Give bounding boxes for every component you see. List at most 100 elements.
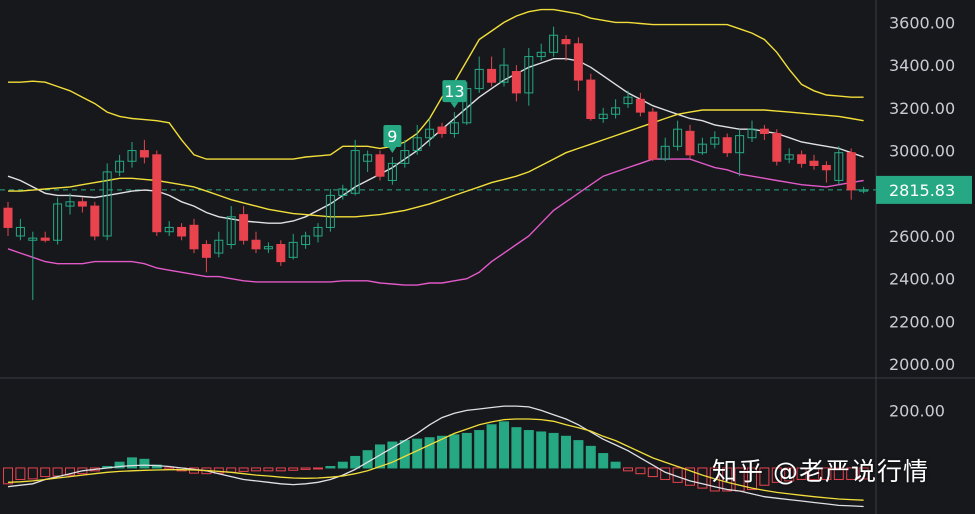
candle	[350, 139, 360, 196]
sequence-marker: 13	[442, 80, 467, 109]
candle-body	[549, 34, 559, 53]
macd-bar	[647, 467, 658, 478]
macd-bar	[833, 467, 844, 480]
price-tick-label: 3600.00	[889, 13, 955, 32]
macd-bar	[585, 445, 596, 469]
candle-body	[425, 128, 435, 139]
macd-bar	[288, 467, 299, 471]
macd-bar	[747, 467, 757, 491]
candle	[598, 107, 608, 123]
candle-body	[759, 128, 769, 134]
price-tick-label: 2600.00	[889, 227, 955, 246]
candle-body	[15, 226, 25, 237]
candle	[115, 154, 125, 177]
candle	[338, 184, 348, 200]
candle-body	[239, 214, 249, 241]
price-tick-label: 2400.00	[889, 270, 955, 289]
macd-bar	[598, 453, 609, 469]
macd-bar	[461, 432, 472, 469]
macd-bar	[784, 467, 795, 482]
candle	[536, 43, 546, 61]
candle-body	[214, 239, 224, 254]
marker-badge	[442, 80, 467, 103]
candle	[276, 240, 286, 266]
series-line-ma-short	[7, 58, 864, 224]
marker-label: 13	[444, 82, 464, 101]
series-line-band-upper	[8, 8, 864, 160]
price-tick-label: 3200.00	[889, 99, 955, 118]
candle	[561, 35, 571, 61]
candle	[710, 131, 720, 149]
candle	[288, 233, 298, 260]
candle	[511, 65, 521, 102]
macd-bar	[697, 467, 708, 489]
candle	[201, 240, 211, 273]
macd-bar	[375, 444, 385, 469]
macd-bar	[437, 435, 447, 469]
series-line-ma-long	[8, 109, 864, 218]
macd-bar	[635, 467, 646, 475]
macd-bar	[238, 467, 249, 472]
candle	[77, 197, 87, 213]
candle	[263, 242, 273, 254]
candle	[797, 150, 807, 168]
macd-bar	[27, 467, 38, 480]
candle-body	[363, 154, 373, 162]
candle	[462, 82, 472, 125]
candle	[772, 129, 782, 166]
candle	[809, 154, 819, 170]
candle-body	[611, 107, 621, 115]
candle	[301, 231, 311, 249]
macd-bar	[610, 461, 621, 469]
candle	[214, 231, 224, 258]
candle-body	[462, 88, 472, 124]
candle	[226, 206, 236, 249]
candle	[524, 48, 534, 106]
candle-body	[685, 130, 695, 156]
candle	[400, 139, 410, 168]
macd-bar	[846, 467, 857, 480]
last-price-tag	[876, 175, 972, 204]
macd-bar	[65, 467, 75, 476]
candle	[784, 148, 794, 164]
candle-body	[536, 51, 546, 58]
macd-bar	[722, 467, 733, 492]
candle-body	[623, 96, 633, 105]
candle	[474, 56, 484, 93]
price-tick-label: 3400.00	[889, 56, 955, 75]
candle	[177, 223, 187, 241]
candle-body	[301, 235, 311, 246]
macd-bar	[561, 435, 571, 469]
macd-bar	[821, 467, 832, 480]
macd-bar	[300, 467, 311, 470]
signal-line	[7, 418, 864, 501]
macd-bar	[387, 441, 398, 469]
candle-body	[487, 68, 497, 83]
candle	[635, 92, 645, 117]
candle	[660, 137, 670, 162]
candle-body	[189, 224, 199, 250]
candle-body	[635, 98, 645, 113]
candle	[759, 124, 769, 140]
macd-bar	[139, 458, 150, 469]
candle-body	[152, 154, 162, 233]
macd-panel	[3, 405, 869, 508]
candle-body	[673, 128, 683, 147]
macd-bar	[771, 467, 782, 483]
macd-bar	[623, 467, 633, 472]
macd-bar	[412, 438, 423, 469]
candle-body	[648, 111, 658, 160]
candle-body	[338, 188, 348, 196]
candle	[673, 120, 683, 151]
candle-body	[784, 154, 794, 160]
candles	[3, 26, 869, 301]
candle	[499, 48, 509, 87]
candle	[102, 163, 112, 241]
candle	[573, 37, 583, 91]
candle-body	[697, 143, 707, 154]
candle-body	[313, 226, 323, 237]
candle	[189, 218, 199, 254]
candle-body	[660, 145, 670, 160]
